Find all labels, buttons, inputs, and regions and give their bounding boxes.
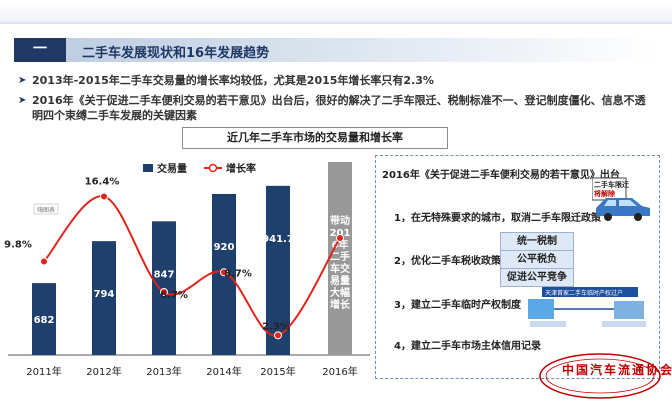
top-bar [0,0,672,22]
forecast-label-line: 大幅 [330,286,350,299]
bar-value-label: 794 [94,289,115,300]
growth-rate-point [100,192,108,201]
bullet-1-text: 2013年-2015年二手车交易量的增长率均较低，尤其是2015年增长率只有2.… [32,74,434,87]
watermark-label: 嗨图表 [37,206,55,214]
bullet-arrow-icon: ➤ [18,75,27,86]
x-tick-label: 2016年 [322,365,357,378]
bar-value-label: 847 [154,269,175,280]
policy-item-1: 1，在无特殊要求的城市，取消二手车限迁政策 [394,213,601,224]
growth-rate-label: 6.7% [160,290,188,301]
bullet-2-line-1: 2016年《关于促进二手车便利交易的若干意见》出台后，很好的解决了二手车限迁、税… [32,94,646,107]
forecast-label-line: 增长 [330,298,351,311]
tag-fair-competition: 促进公平竞争 [500,268,574,287]
x-tick-label: 2011年 [26,365,61,378]
x-tick-label: 2012年 [86,365,121,378]
bar-2011年 [32,283,56,355]
chart-title: 近几年二手车市场的交易量和增长率 [182,127,448,149]
x-tick-label: 2013年 [146,365,181,378]
top-divider [0,22,672,24]
growth-rate-point [40,257,48,266]
forecast-label-line: 带动 [330,214,350,227]
forecast-label-line: 二手 [330,250,350,263]
bullet-2-line-2: 明四个束缚二手车发展的关键因素 [32,109,197,122]
section-number: 一 [14,38,66,62]
policy-item-3: 3，建立二手车临时产权制度 [394,300,521,311]
watermark-box [33,203,59,215]
x-tick-label: 2014年 [206,365,241,378]
association-logo-icon [539,353,661,399]
association-seal-text: 中国汽车流通协会 [562,363,672,377]
bar-2015年 [266,185,290,355]
legend-rate-swatch-point [208,163,218,173]
car-icon [591,177,650,221]
growth-rate-point [274,331,282,340]
trade-volume-chart: 带动2016年二手车交易量大幅增长682794847920941.79.8%16… [4,162,370,378]
policy-title: 2016年《关于促进二手车便利交易的若干意见》出台 [382,170,620,181]
growth-rate-point [336,234,344,242]
growth-rate-label: 2.3% [262,321,290,332]
car-restriction-illustration: 二手车限迁 将解除 [591,176,652,222]
growth-rate-point [220,268,228,277]
forecast-label-line: 车交 [330,262,350,275]
bar-value-label: 941.7 [262,234,294,245]
growth-rate-label: 9.8% [4,239,32,250]
section-header: 一 二手车发展现状和16年发展趋势 [14,38,658,62]
forecast-label-line: 201 [330,228,351,239]
diagram-label: 天津首家二手车临时产权过户 [545,290,624,297]
car-label-1: 二手车限迁 [594,181,629,189]
growth-rate-label: 8.7% [224,268,252,279]
bar-2016-forecast [328,162,352,355]
growth-rate-label: 16.4% [85,176,120,187]
growth-rate-point [160,288,168,297]
section-title: 二手车发展现状和16年发展趋势 [82,46,270,61]
policy-item-4: 4，建立二手车市场主体信用记录 [394,341,541,352]
x-tick-label: 2015年 [260,365,295,378]
growth-rate-line [43,195,341,337]
temporary-title-diagram: 天津首家二手车临时产权过户 [528,281,648,329]
bar-value-label: 682 [34,315,55,326]
forecast-label-line: 易量 [330,274,350,287]
legend-rate-label: 增长率 [226,162,256,175]
legend-volume-swatch [143,164,153,172]
car-label-2: 将解除 [594,190,615,198]
tag-fair-tax: 公平税负 [500,250,574,269]
policy-item-2: 2，优化二手车税收政策 [394,256,501,267]
bar-2012年 [92,241,116,355]
forecast-label-line: 6年 [332,238,349,251]
legend-volume-label: 交易量 [157,162,187,175]
tag-unified-tax: 统一税制 [500,232,574,251]
bar-value-label: 920 [214,242,235,253]
bullet-arrow-icon: ➤ [18,95,27,106]
flow-diagram-icon [528,287,646,327]
